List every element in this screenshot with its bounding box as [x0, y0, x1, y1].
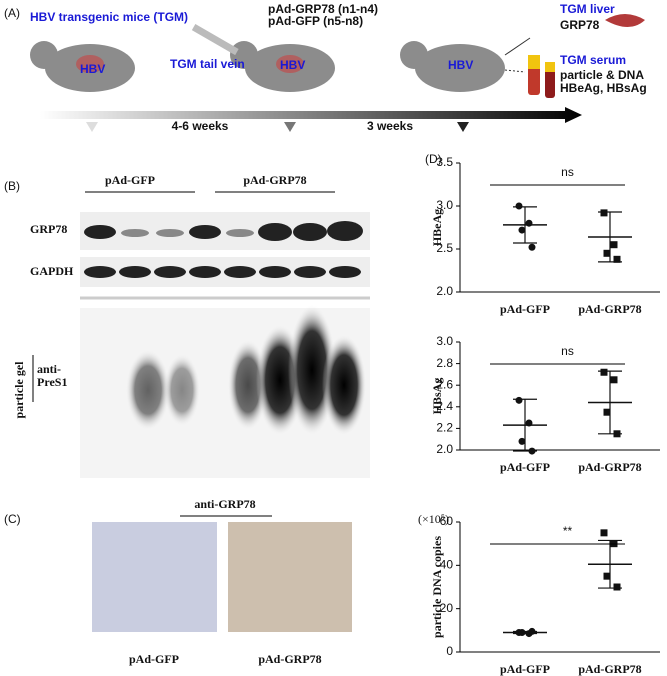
x-tick-label: pAd-GRP78: [578, 302, 641, 316]
y-tick-label: 60: [440, 514, 454, 528]
ihc-image: [92, 522, 217, 632]
route: TGM tail vein: [170, 57, 245, 71]
y-tick-label: 3.5: [436, 155, 453, 169]
data-point: [525, 419, 533, 427]
mouse-label: HBV: [80, 62, 105, 76]
timeline-markers: [86, 122, 469, 132]
panel-label: (A): [4, 6, 20, 20]
data-point: [528, 447, 536, 455]
significance: **: [563, 524, 573, 538]
x-tick-label: pAd-GFP: [500, 302, 550, 316]
mouse-title: HBV transgenic mice (TGM): [30, 10, 188, 24]
y-tick-label: 2.5: [436, 241, 453, 255]
blot-bands: [84, 221, 363, 278]
group-label: pAd-GRP78: [258, 652, 321, 666]
data-point: [600, 368, 608, 376]
arrow: [504, 37, 531, 56]
data-point: [515, 396, 523, 404]
data-point: [603, 408, 611, 416]
group-label: pAd-GFP: [105, 173, 155, 187]
mouse-illustrations: [30, 14, 645, 98]
y-tick-label: 2.2: [436, 421, 453, 435]
panel-label: (B): [4, 179, 20, 193]
y-tick-label: 2.8: [436, 356, 453, 370]
data-point: [603, 249, 611, 257]
data-point: [515, 202, 523, 210]
liver-title: TGM liver: [560, 2, 615, 16]
row-label: GRP78: [30, 222, 67, 236]
arrow: [504, 69, 526, 73]
mouse-label: HBV: [280, 58, 305, 72]
timeline-arrow: [40, 107, 582, 123]
row-label: GAPDH: [30, 264, 74, 278]
mouse-label: HBV: [448, 58, 473, 72]
y-axis-title: HBsAg: [430, 378, 444, 415]
data-point: [613, 430, 621, 438]
data-point: [528, 627, 536, 635]
duration: 4-6 weeks: [172, 119, 229, 133]
duration: 3 weeks: [367, 119, 413, 133]
injection: pAd-GFP (n5-n8): [268, 14, 363, 28]
data-point: [600, 209, 608, 217]
y-tick-label: 2.0: [436, 442, 453, 456]
y-axis-title: HBeAg: [430, 209, 444, 246]
data-point: [613, 583, 621, 591]
group-label: pAd-GRP78: [243, 173, 306, 187]
data-point: [518, 437, 526, 445]
data-point: [518, 226, 526, 234]
y-tick-label: 40: [440, 558, 454, 572]
y-unit: (×10⁵): [418, 512, 449, 526]
x-tick-label: pAd-GRP78: [578, 662, 641, 676]
antibody: PreS1: [37, 375, 67, 389]
x-tick-label: pAd-GFP: [500, 460, 550, 474]
gel-smears: [126, 305, 366, 435]
data-point: [528, 243, 536, 251]
significance: ns: [561, 165, 574, 179]
y-tick-label: 2.4: [436, 399, 453, 413]
significance: ns: [561, 344, 574, 358]
data-point: [610, 241, 618, 249]
data-point: [525, 219, 533, 227]
data-point: [518, 629, 526, 636]
y-tick-label: 2.6: [436, 377, 453, 391]
y-tick-label: 2.0: [436, 284, 453, 298]
group-label: pAd-GFP: [129, 652, 179, 666]
y-tick-label: 3.0: [436, 334, 453, 348]
data-point: [600, 529, 608, 537]
injection: pAd-GRP78 (n1-n4): [268, 2, 378, 16]
data-point: [603, 572, 611, 580]
stain-label: anti-GRP78: [194, 497, 255, 511]
y-axis-title: particle DNA copies: [430, 536, 444, 638]
serum-text: particle & DNA: [560, 68, 644, 82]
x-tick-label: pAd-GFP: [500, 662, 550, 676]
y-tick-label: 3.0: [436, 198, 453, 212]
serum-title: TGM serum: [560, 53, 626, 67]
y-tick-label: 0: [446, 644, 453, 658]
panel-label: (D): [425, 152, 442, 166]
liver-text: GRP78: [560, 18, 600, 32]
data-point: [610, 376, 618, 384]
data-point: [613, 255, 621, 263]
gel-label: particle gel: [12, 361, 26, 419]
panel-label: (C): [4, 512, 21, 526]
ihc-image: [228, 522, 352, 632]
antibody: anti-: [37, 362, 61, 376]
serum-text: HBeAg, HBsAg: [560, 81, 647, 95]
y-tick-label: 20: [440, 601, 454, 615]
x-tick-label: pAd-GRP78: [578, 460, 641, 474]
